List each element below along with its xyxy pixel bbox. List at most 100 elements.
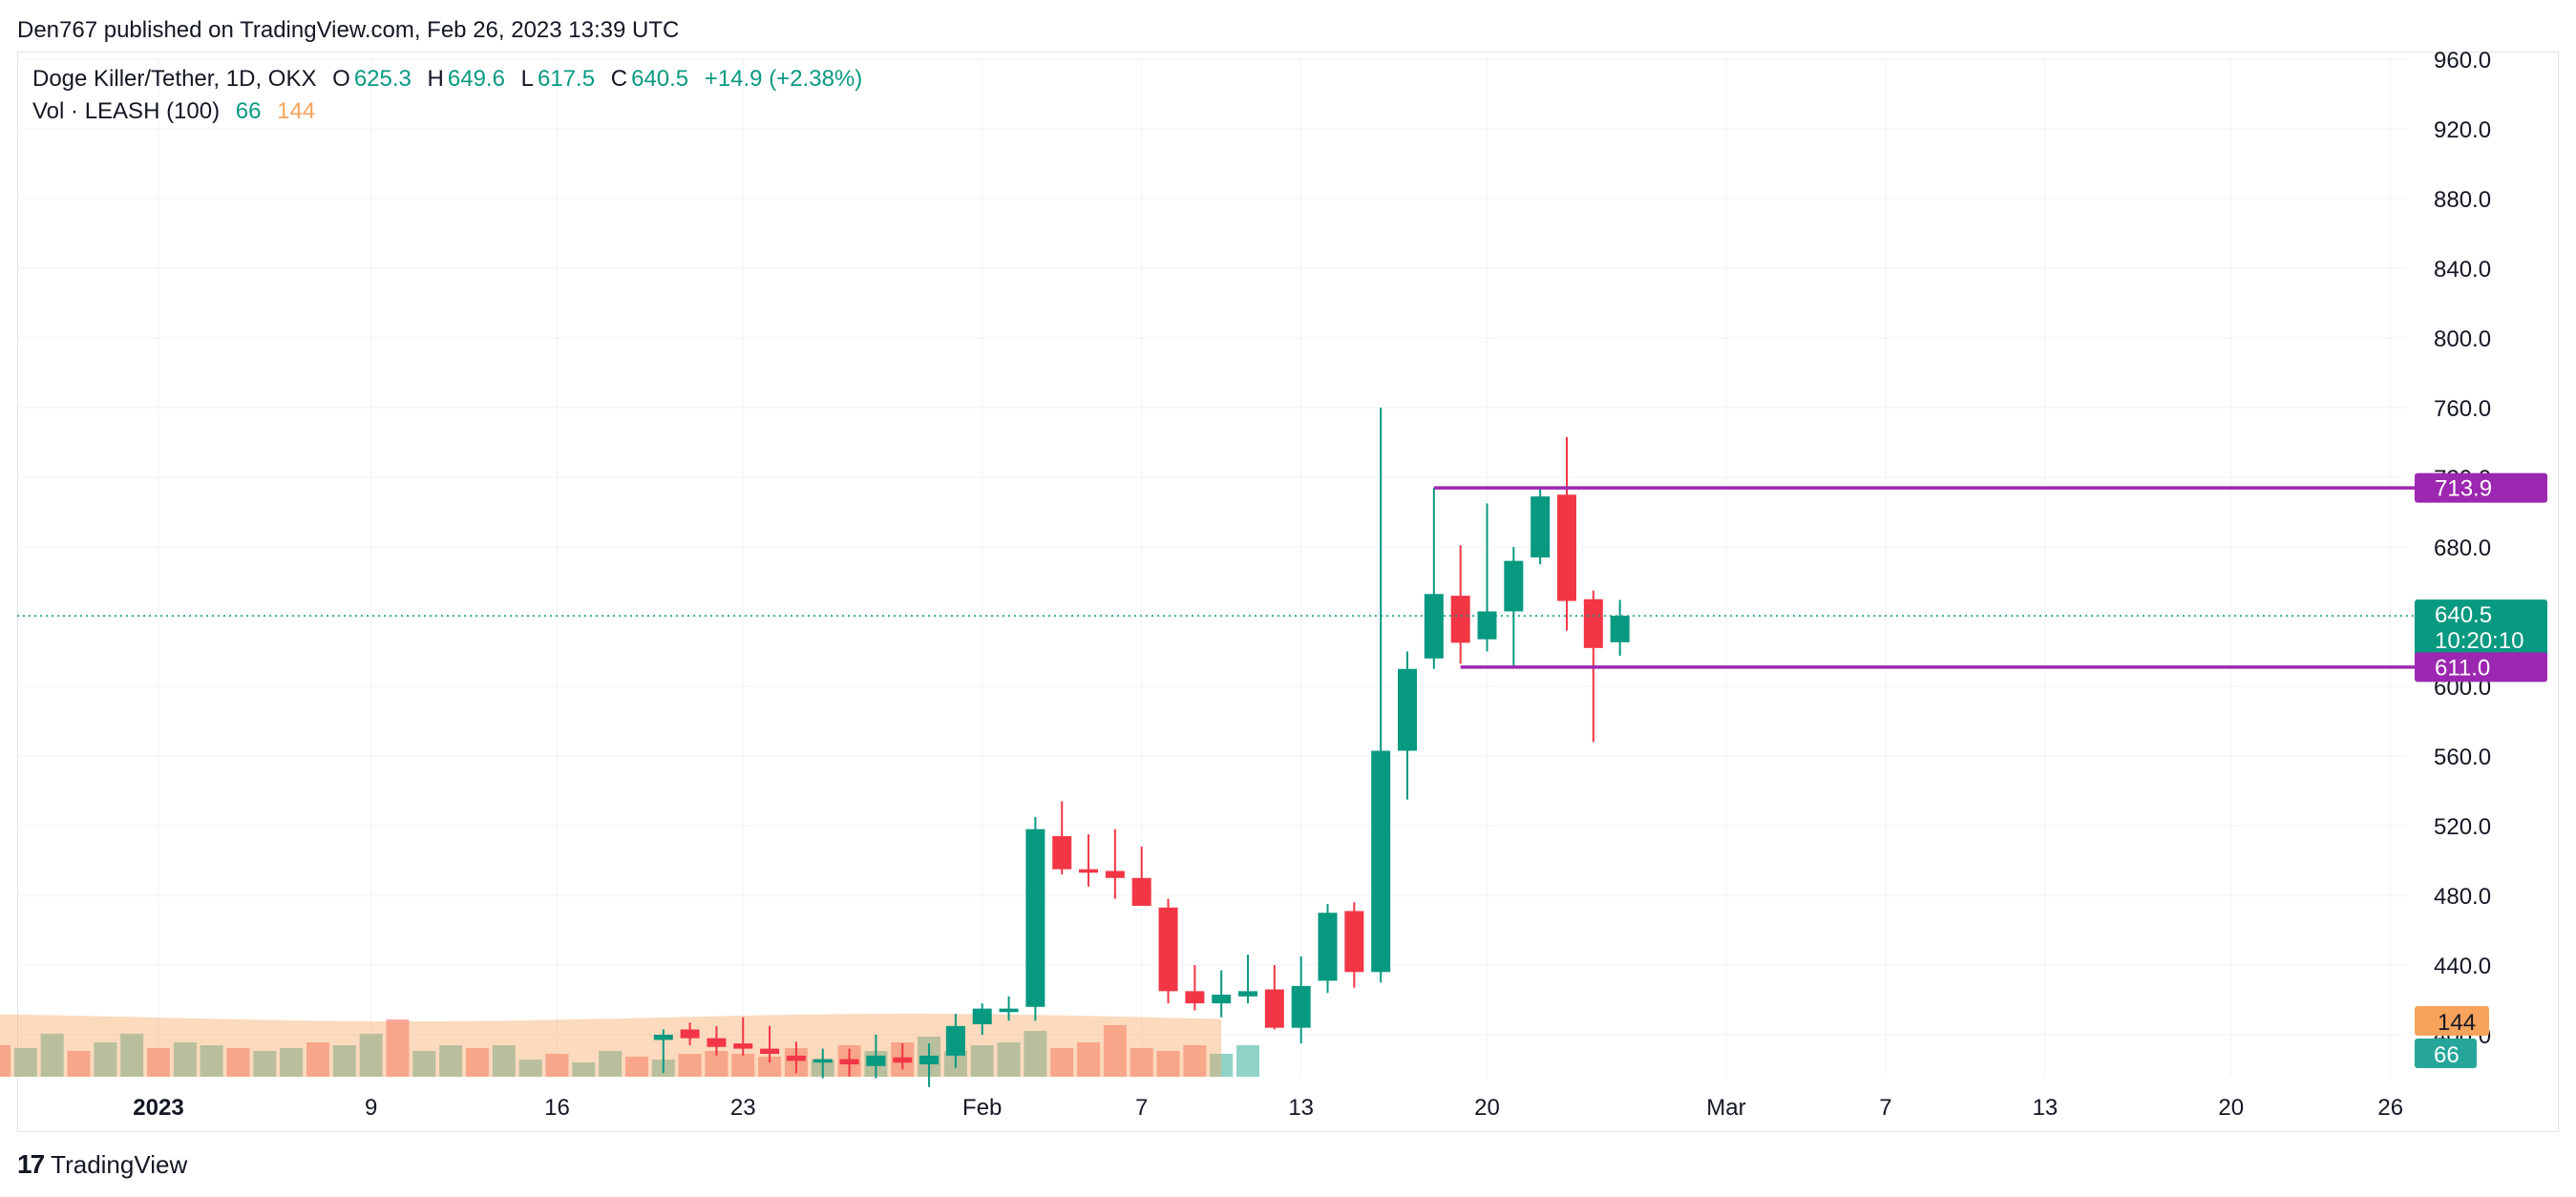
low-value: 617.5 [537,66,596,92]
candle-body [1291,985,1311,1028]
candle-body [1052,835,1072,870]
candle-body [1424,594,1444,659]
volume-bar [970,1045,994,1077]
candle-body [1398,668,1418,751]
y-tick-label: 800.0 [2434,326,2491,352]
candles [653,408,1630,1087]
tradingview-logo-icon: 17 [17,1149,45,1179]
candle-body [1610,616,1630,642]
high-label: H [427,66,444,92]
candle-body [1238,991,1258,997]
candle-body [813,1059,833,1063]
volume-bar [40,1034,64,1077]
open-value: 625.3 [353,66,412,92]
candle-body [1583,598,1603,648]
level-label-713-text: 713.9 [2435,476,2492,502]
x-tick-label: Mar [1706,1095,1745,1121]
volume-bar [1077,1042,1101,1077]
low-label: L [520,66,534,92]
candle-body [1212,995,1232,1004]
y-tick-label: 880.0 [2434,187,2491,213]
x-tick-label: 20 [2218,1095,2244,1121]
volume-bar [200,1045,223,1077]
candle-body [972,1008,992,1025]
volume-bar [758,1057,782,1077]
x-tick-label: 13 [1288,1095,1314,1121]
volume-bar [465,1048,489,1077]
volume-title[interactable]: Vol · LEASH (100) [32,98,221,124]
vol-ma-tag-bg [2415,1006,2489,1036]
volume-bar [599,1051,623,1077]
volume-bar [624,1057,648,1077]
x-tick-label: 7 [1879,1095,1891,1121]
volume-bar [1156,1051,1180,1077]
volume-bar [1183,1045,1207,1077]
candle-body [1318,913,1338,981]
candle-body [1450,596,1470,643]
y-tick-label: 560.0 [2434,745,2491,770]
x-tick-label: 9 [365,1095,377,1121]
x-tick-label: 7 [1135,1095,1148,1121]
volume-bar [94,1042,117,1077]
volume-bar [492,1045,516,1077]
volume-bar [280,1048,304,1077]
candle-body [1131,877,1151,906]
high-value: 649.6 [447,66,505,92]
last-price-label-text: 10:20:10 [2435,628,2523,654]
candle-body [1105,871,1125,878]
vol-tag-text: 66 [2434,1042,2460,1068]
chart-legend: Doge Killer/Tether, 1D, OKX O 625.3 H 649.… [32,63,872,128]
volume-bar [306,1042,329,1077]
volume-bar [1236,1045,1260,1077]
candle-body [1025,829,1045,1007]
x-tick-label: Feb [962,1095,1002,1121]
change-value: +14.9 (+2.38%) [704,66,863,92]
volume-bar [572,1062,596,1077]
y-tick-label: 480.0 [2434,884,2491,910]
candle-body [1531,496,1551,557]
level-label-611-text: 611.0 [2435,655,2490,681]
close-label: C [610,66,628,92]
y-tick-label: 520.0 [2434,814,2491,840]
y-tick-label: 760.0 [2434,396,2491,422]
levels [17,486,2430,669]
volume-bar [997,1042,1021,1077]
volume-bar [253,1051,277,1077]
y-tick-label: 840.0 [2434,257,2491,283]
candle-body [1344,911,1364,973]
candle-body [1185,991,1205,1004]
volume-bar [1130,1048,1153,1077]
level-label-611-bg [2415,652,2547,682]
volume-value: 66 [235,98,262,124]
candle-body [1477,611,1497,640]
volume-bar [67,1051,91,1077]
footer-brand[interactable]: 17 TradingView [17,1145,187,1184]
candle-body [893,1057,913,1063]
publish-info: Den767 published on TradingView.com, Feb… [17,17,680,43]
x-tick-label: 16 [544,1095,570,1121]
open-label: O [332,66,350,92]
volume-bar [120,1034,144,1077]
y-tick-label: 960.0 [2434,48,2491,74]
volume-bar [1050,1048,1074,1077]
x-tick-label: 20 [1474,1095,1500,1121]
candle-body [1264,989,1284,1028]
volume-bar [173,1042,197,1077]
volume-bar [518,1060,542,1077]
candle-body [786,1055,806,1061]
brand-name: TradingView [51,1150,188,1179]
x-axis: 2023 9 16 23 Feb 7 13 20 Mar 7 13 20 26 [133,1095,2403,1121]
volume-bar [545,1054,569,1077]
volume-bar [412,1051,436,1077]
volume-bar [359,1034,383,1077]
candle-body [680,1029,700,1039]
x-tick-label: 26 [2377,1095,2403,1121]
chart-frame[interactable] [17,52,2559,1132]
volume-bar [13,1048,37,1077]
ohlc-row: Doge Killer/Tether, 1D, OKX O 625.3 H 649.… [32,63,872,95]
symbol-title[interactable]: Doge Killer/Tether, 1D, OKX [32,66,317,92]
candle-body [945,1025,965,1056]
candle-body [707,1038,727,1047]
